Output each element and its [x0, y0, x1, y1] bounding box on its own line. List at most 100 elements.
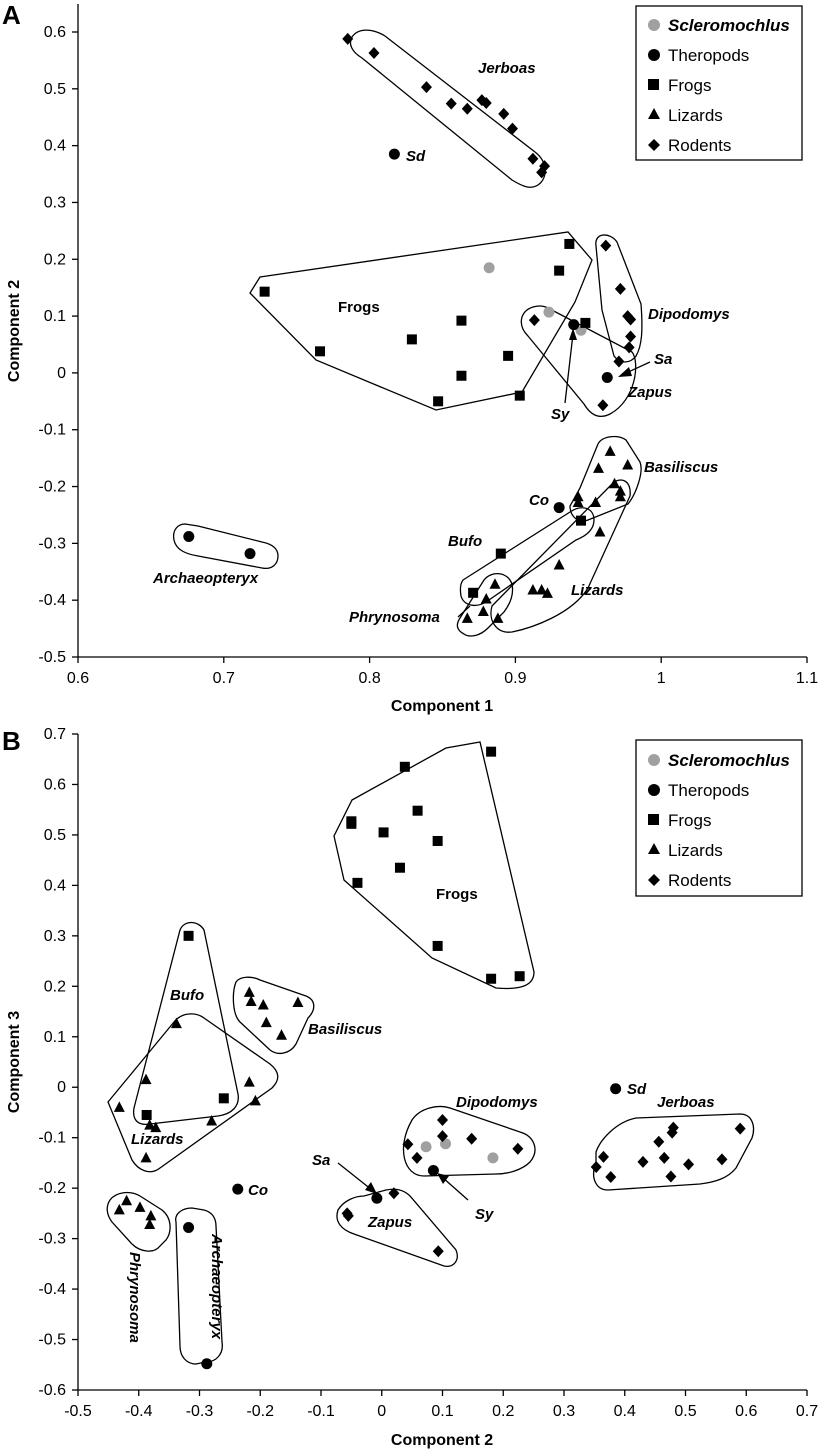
label-bufo: Bufo [170, 987, 204, 1004]
legend-label: Frogs [668, 76, 711, 95]
data-point-frogs [141, 1109, 152, 1120]
hull-archaeopteryx-b [175, 1207, 223, 1365]
legend-marker-triangle [648, 843, 660, 854]
data-point-lizards [572, 490, 584, 502]
y-tick-label: 0.4 [44, 138, 66, 155]
data-point-frogs [315, 346, 326, 357]
legend-marker-circle-gray [648, 19, 660, 31]
label-bufo: Bufo [448, 533, 482, 550]
data-point-frogs [259, 286, 270, 297]
x-tick-label: -0.5 [64, 1403, 92, 1420]
y-tick-label: -0.6 [38, 1382, 66, 1399]
y-tick-label: 0.6 [44, 776, 66, 793]
data-point-lizards [609, 477, 621, 489]
data-point-rodents [388, 1187, 400, 1200]
x-tick-label: 0.4 [614, 1403, 636, 1420]
x-tick-label: 0.9 [504, 670, 526, 687]
arrow-phrynosoma-a [457, 605, 471, 618]
x-tick-label: 0.7 [213, 670, 235, 687]
data-point-rodents [666, 1126, 678, 1139]
hull-lizards-b [107, 1013, 279, 1173]
data-point-rodents [625, 330, 637, 343]
label-archaeopteryx: Archaeopteryx [208, 1233, 225, 1340]
hull-jerboas [349, 29, 546, 188]
legend-marker-square [648, 814, 659, 825]
data-point-rodents [536, 166, 548, 179]
x-tick-label: 0.6 [67, 670, 89, 687]
hull-basiliscus-b [232, 976, 315, 1055]
data-point-lizards [243, 1076, 255, 1087]
data-point-theropods [553, 502, 565, 514]
group-outlines-b [106, 741, 755, 1365]
legend-a: Scleromochlus Theropods Frogs Lizards Ro… [635, 5, 803, 161]
y-tick-label: 0 [57, 365, 66, 382]
legend-label: Scleromochlus [668, 751, 790, 770]
data-point-theropods [183, 1222, 195, 1234]
x-tick-label: 0.3 [553, 1403, 575, 1420]
data-point-frogs [514, 971, 525, 982]
axis-ticks-b: -0.5 -0.4 -0.3 -0.2 -0.1 0 0.1 0.2 0.3 0.4 0.5 0.6 0… [38, 726, 818, 1420]
annotations-b: Frogs Bufo Basiliscus Lizards Dipodomys … [126, 886, 715, 1343]
label-frogs: Frogs [436, 886, 478, 903]
data-point-rodents [432, 1245, 444, 1258]
data-point-rodents [614, 282, 626, 295]
y-tick-label: 0.1 [44, 308, 66, 325]
data-point-rodents [528, 314, 540, 327]
label-co: Co [529, 492, 549, 509]
label-sd: Sd [406, 148, 426, 165]
arrow-sy-a [564, 333, 574, 404]
legend-marker-diamond [648, 139, 660, 151]
hull-phrynosoma-b [106, 1191, 171, 1252]
legend-label: Theropods [668, 781, 749, 800]
data-point-frogs [433, 396, 444, 407]
legend-label: Rodents [668, 136, 731, 155]
arrowhead-sa-a [618, 367, 632, 377]
data-point-lizards [113, 1203, 125, 1215]
x-tick-label: 0.6 [735, 1403, 757, 1420]
data-point-lizards [541, 587, 553, 598]
label-sy: Sy [551, 406, 570, 423]
data-point-lizards [477, 605, 489, 617]
data-point-lizards [144, 1119, 156, 1130]
data-point-lizards [150, 1121, 162, 1133]
data-point-rodents [506, 122, 518, 135]
data-point-frogs [432, 940, 443, 951]
data-point-lizards [572, 496, 584, 507]
data-point-frogs [406, 334, 417, 345]
x-tick-label: 0.7 [796, 1403, 818, 1420]
panel-letter-a: A [2, 0, 21, 30]
data-point-frogs [399, 761, 410, 772]
arrowhead-sy-a [569, 328, 577, 340]
data-point-lizards [276, 1029, 288, 1040]
y-tick-label: 0.4 [44, 877, 66, 894]
data-point-frogs [580, 317, 591, 328]
annotations-a: Jerboas Sd Frogs Dipodomys Sa Zapus Sy B… [152, 60, 730, 626]
data-point-theropods [568, 319, 580, 331]
arrows-a [457, 328, 651, 618]
data-point-lizards [121, 1194, 133, 1206]
data-point-lizards [461, 612, 473, 623]
data-point-frogs [554, 265, 565, 276]
x-tick-label: -0.1 [307, 1403, 335, 1420]
hull-bufo-b [132, 921, 239, 1126]
data-point-rodents [734, 1122, 746, 1135]
data-point-frogs [412, 805, 423, 816]
legend-label: Rodents [668, 871, 731, 890]
data-point-theropods [201, 1358, 213, 1370]
data-point-lizards [260, 1016, 272, 1028]
data-point-rodents [512, 1142, 524, 1155]
y-tick-label: -0.3 [38, 1231, 66, 1248]
data-point-lizards [492, 612, 504, 623]
legend-box [635, 739, 803, 897]
data-point-frogs [503, 350, 514, 361]
data-point-rodents [402, 1138, 414, 1151]
data-point-rodents [625, 313, 637, 326]
hull-archaeopteryx-a [172, 523, 279, 570]
label-lizards: Lizards [131, 1131, 184, 1148]
data-point-rodents [420, 81, 432, 94]
y-tick-label: 0.2 [44, 251, 66, 268]
data-point-rodents [411, 1151, 423, 1164]
data-point-rodents [342, 1209, 354, 1222]
data-point-rodents [637, 1155, 649, 1168]
label-archaeopteryx: Archaeopteryx [152, 570, 259, 587]
